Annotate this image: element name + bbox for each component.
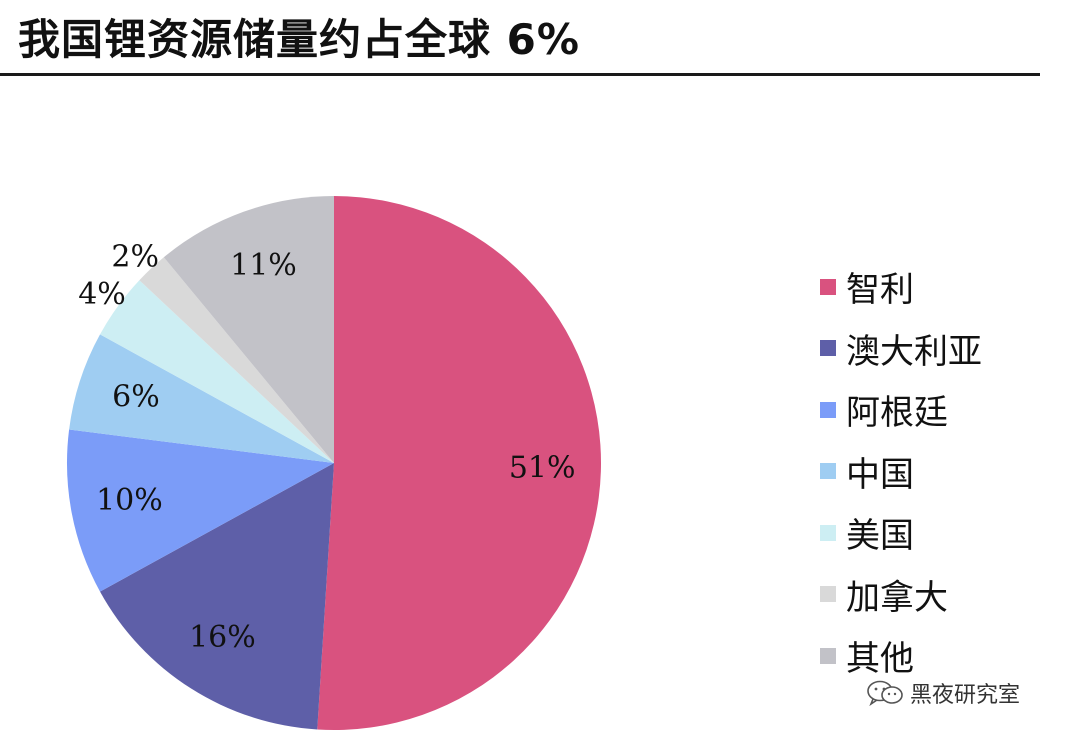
legend-item: 美国 [820,502,982,564]
slice-value-label: 4% [78,277,126,312]
watermark-text: 黑夜研究室 [910,683,1021,708]
wechat-icon [867,680,903,706]
slice-value-label: 2% [111,239,159,274]
legend-item: 中国 [820,441,982,503]
legend-item: 其他 [820,625,982,687]
legend-swatch [820,647,836,664]
legend-item: 澳大利亚 [820,318,982,380]
legend-item: 阿根廷 [820,379,982,441]
legend-label: 中国 [846,454,914,495]
title-divider [0,73,1040,76]
legend-label: 加拿大 [846,577,948,618]
watermark: 黑夜研究室 [866,677,1020,709]
slice-value-label: 51% [509,451,576,486]
legend-swatch [820,340,836,357]
pie-slices [67,196,602,731]
legend-label: 美国 [846,516,914,557]
legend-swatch [820,586,836,603]
slice-value-label: 11% [230,248,297,283]
legend-swatch [820,463,836,480]
chart-legend: 智利澳大利亚阿根廷中国美国加拿大其他 [820,256,982,687]
slice-value-label: 6% [112,380,160,415]
pie-slice-7 [163,196,334,463]
pie-slice-4 [69,334,334,463]
legend-swatch [820,278,836,295]
legend-label: 其他 [846,639,914,680]
page-title: 我国锂资源储量约占全球 6% [18,15,580,64]
legend-swatch [820,524,836,541]
pie-slice-2 [100,463,334,730]
slice-value-label: 10% [96,483,163,518]
pie-slice-3 [67,429,334,592]
pie-slice-5 [100,280,334,463]
legend-swatch [820,401,836,418]
slice-value-label: 16% [189,620,256,655]
pie-slice-1 [317,196,602,731]
legend-label: 阿根廷 [846,393,948,434]
pie-slice-labels: 51% 16% 10% 6% 4%2% 11% [78,239,575,654]
legend-item: 智利 [820,256,982,318]
legend-label: 澳大利亚 [846,331,982,372]
pie-slice-6 [139,257,334,463]
legend-label: 智利 [846,270,914,311]
legend-item: 加拿大 [820,564,982,626]
